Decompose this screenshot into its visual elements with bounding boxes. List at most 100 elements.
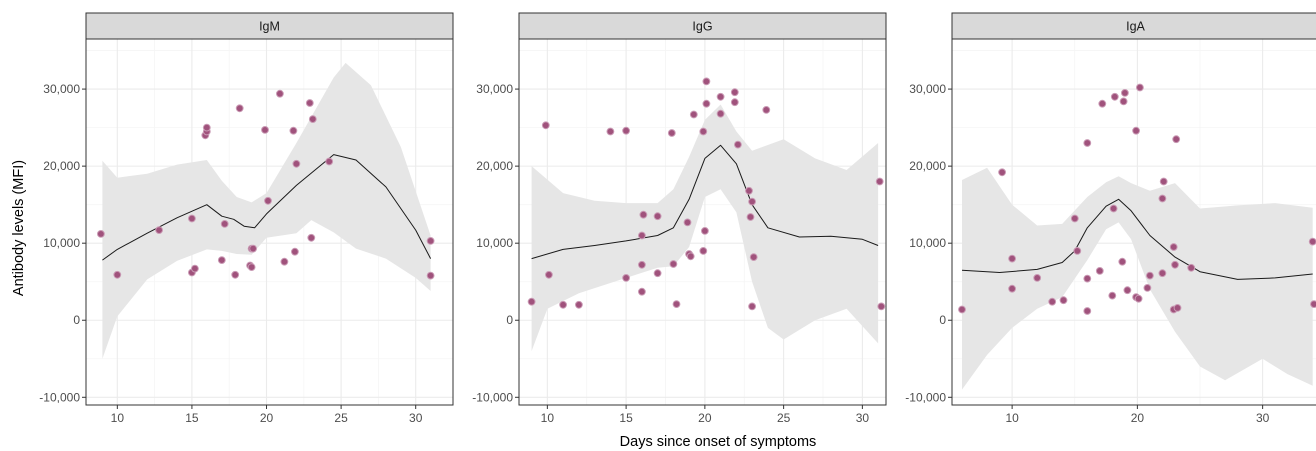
data-point — [325, 157, 334, 166]
data-point — [1033, 274, 1042, 282]
data-point — [307, 233, 316, 242]
data-point — [762, 106, 771, 114]
data-point — [1098, 99, 1107, 108]
data-point — [672, 300, 681, 309]
data-point — [669, 260, 678, 268]
data-point — [1121, 89, 1129, 97]
data-point — [622, 126, 630, 135]
data-point — [1159, 177, 1168, 186]
data-point — [1146, 271, 1154, 280]
data-point — [653, 212, 662, 221]
data-point — [292, 159, 301, 168]
data-point — [1118, 257, 1127, 266]
y-tick-label: 10,000 — [909, 236, 946, 250]
data-point — [716, 109, 725, 118]
data-point — [575, 300, 583, 309]
data-point — [1108, 291, 1117, 300]
data-point — [1095, 267, 1104, 275]
data-point — [1171, 260, 1179, 269]
data-point — [1048, 297, 1057, 306]
x-tick-label: 15 — [619, 411, 633, 425]
data-point — [217, 256, 226, 265]
y-tick-label: 20,000 — [476, 159, 513, 173]
confidence-ribbon — [962, 167, 1313, 390]
confidence-ribbon — [531, 104, 879, 352]
y-tick-label: 30,000 — [43, 82, 80, 96]
data-point — [113, 270, 122, 279]
data-point — [1158, 194, 1167, 203]
data-point — [426, 271, 435, 280]
data-point — [1134, 294, 1143, 303]
data-point — [1083, 274, 1092, 283]
data-point — [1172, 135, 1181, 144]
x-tick-label: 10 — [111, 411, 125, 425]
facet-strip-label: IgG — [692, 20, 712, 34]
facet-strip — [951, 12, 1316, 40]
data-point — [683, 218, 692, 227]
facet-strip-label: IgM — [259, 20, 280, 34]
data-point — [875, 177, 884, 186]
data-point — [701, 227, 709, 235]
data-point — [249, 244, 258, 253]
data-point — [308, 115, 317, 123]
x-tick-label: 20 — [260, 411, 274, 425]
data-point — [559, 300, 567, 309]
data-point — [1119, 97, 1128, 106]
panel-plot-area — [519, 39, 886, 405]
data-point — [188, 214, 196, 223]
data-point — [1132, 126, 1140, 135]
data-point — [280, 257, 289, 266]
data-point — [734, 140, 742, 149]
data-point — [745, 186, 753, 195]
data-point — [1073, 247, 1082, 255]
data-point — [638, 260, 646, 269]
y-tick-label: 30,000 — [909, 82, 946, 96]
y-tick-label: 20,000 — [909, 159, 946, 173]
smooth-line — [102, 154, 432, 261]
data-point — [653, 269, 662, 278]
data-point — [97, 230, 105, 238]
data-point — [1308, 237, 1316, 246]
x-tick-label: 30 — [1256, 411, 1270, 425]
data-point — [426, 237, 435, 245]
data-point — [202, 123, 211, 132]
panel-igg: IgG -10,000 0 10,000 20,000 30,000 10 15 20 25 30 — [472, 12, 887, 425]
data-point — [276, 89, 284, 98]
data-point — [702, 99, 711, 108]
data-point — [730, 98, 739, 107]
data-point — [730, 88, 739, 97]
data-point — [247, 263, 256, 272]
data-point — [1109, 204, 1118, 213]
panel-plot-area — [952, 39, 1316, 405]
data-point — [622, 274, 630, 282]
x-tick-label: 30 — [409, 411, 423, 425]
data-point — [1136, 83, 1144, 92]
data-point — [291, 247, 299, 256]
y-axis-title: Antibody levels (MFI) — [11, 160, 27, 296]
data-point — [689, 110, 698, 119]
data-point — [699, 247, 708, 255]
data-point — [1143, 284, 1152, 292]
data-point — [748, 302, 756, 311]
data-point — [998, 168, 1006, 177]
data-point — [638, 231, 646, 240]
data-point — [1310, 300, 1316, 308]
data-point — [235, 104, 244, 113]
panel-iga: IgA -10,000 0 10,000 20,000 30,000 10 20 30 — [905, 12, 1316, 425]
x-tick-label: 10 — [1005, 411, 1019, 425]
data-point — [958, 305, 966, 314]
data-point — [749, 253, 758, 262]
x-tick-label: 10 — [541, 411, 555, 425]
data-point — [639, 210, 648, 219]
facet-strip — [518, 12, 887, 40]
y-tick-label: 0 — [73, 313, 80, 327]
panel-igm: IgM -10,000 0 10,000 20,000 30,000 10 15 20 25 30 — [39, 12, 454, 425]
data-point — [264, 196, 272, 205]
y-tick-label: 20,000 — [43, 159, 80, 173]
data-point — [305, 99, 314, 107]
y-tick-label: 0 — [506, 313, 513, 327]
data-point — [1187, 263, 1196, 272]
y-tick-label: 0 — [939, 313, 946, 327]
x-tick-label: 20 — [698, 411, 712, 425]
